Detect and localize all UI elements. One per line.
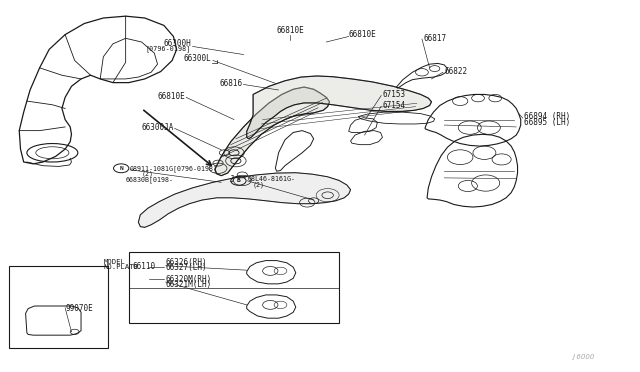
Text: 99070E: 99070E bbox=[65, 304, 93, 313]
Text: B: B bbox=[237, 178, 240, 183]
Text: 66810E: 66810E bbox=[157, 92, 185, 101]
Text: 66327(LH): 66327(LH) bbox=[166, 263, 207, 272]
Text: (2): (2) bbox=[253, 181, 265, 188]
Text: 66894 (RH): 66894 (RH) bbox=[524, 112, 570, 121]
Text: (2): (2) bbox=[141, 170, 154, 177]
Text: J: J bbox=[230, 175, 234, 184]
Text: 66810E: 66810E bbox=[349, 30, 376, 39]
Text: 66895 (LH): 66895 (LH) bbox=[524, 118, 570, 127]
Text: 66300H: 66300H bbox=[164, 39, 191, 48]
Text: 66300L: 66300L bbox=[184, 54, 212, 63]
Text: MODEL: MODEL bbox=[103, 259, 125, 265]
Bar bbox=[9, 266, 108, 348]
Text: 66817: 66817 bbox=[423, 34, 446, 43]
Text: NO.PLATE: NO.PLATE bbox=[103, 264, 138, 270]
Polygon shape bbox=[138, 173, 351, 227]
Text: 66321M(LH): 66321M(LH) bbox=[166, 280, 212, 289]
Polygon shape bbox=[246, 76, 431, 139]
Text: 08L46-8161G-: 08L46-8161G- bbox=[247, 176, 295, 182]
Text: 66830B[0198-: 66830B[0198- bbox=[125, 176, 173, 183]
Text: 67153: 67153 bbox=[383, 90, 406, 99]
Text: 66822: 66822 bbox=[444, 67, 467, 76]
Bar bbox=[129, 253, 339, 323]
Text: 66326(RH): 66326(RH) bbox=[166, 258, 207, 267]
Text: 66300JA: 66300JA bbox=[141, 123, 173, 132]
Text: 66810E: 66810E bbox=[276, 26, 304, 35]
Text: N: N bbox=[119, 166, 123, 171]
Text: 08911-1081G[0796-0198]: 08911-1081G[0796-0198] bbox=[130, 165, 218, 171]
Text: 66816: 66816 bbox=[219, 79, 243, 88]
Text: 67154: 67154 bbox=[383, 101, 406, 110]
Text: [0796-0198]: [0796-0198] bbox=[146, 45, 191, 52]
Text: 66320M(RH): 66320M(RH) bbox=[166, 275, 212, 283]
Text: 66110: 66110 bbox=[132, 262, 155, 271]
Polygon shape bbox=[215, 87, 330, 176]
Text: J 6000: J 6000 bbox=[572, 354, 594, 360]
